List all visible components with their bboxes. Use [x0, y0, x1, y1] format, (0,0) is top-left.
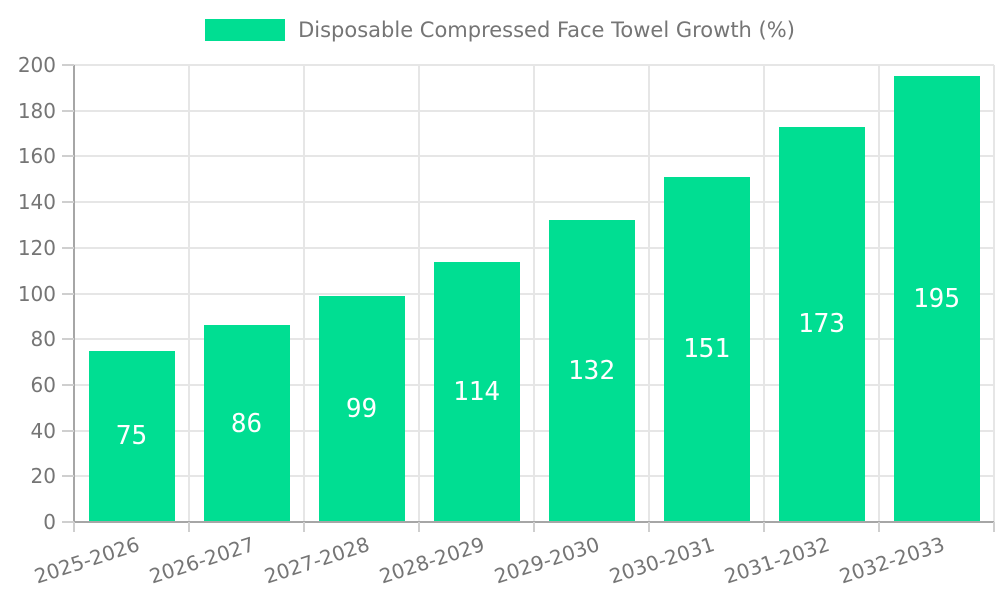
y-axis-tick-label: 40	[30, 418, 56, 443]
x-tick-mark	[73, 522, 75, 532]
y-tick-mark	[62, 201, 74, 204]
y-tick-mark	[62, 246, 74, 249]
chart-legend[interactable]: Disposable Compressed Face Towel Growth …	[0, 16, 1000, 44]
y-tick-mark	[62, 383, 74, 386]
x-gridline	[533, 65, 535, 522]
bar[interactable]	[778, 126, 865, 522]
legend-swatch-icon	[205, 19, 286, 41]
y-axis-tick-label: 120	[17, 235, 56, 260]
x-axis-tick-label: 2027-2028	[261, 532, 373, 589]
x-axis-tick-label: 2032-2033	[836, 532, 948, 589]
bar[interactable]	[88, 350, 175, 522]
y-tick-mark	[62, 64, 74, 66]
y-axis-tick-label: 80	[30, 327, 56, 352]
bar[interactable]	[433, 261, 520, 522]
x-tick-mark	[418, 522, 420, 532]
bar[interactable]	[203, 325, 290, 522]
y-tick-mark	[62, 338, 74, 341]
bar[interactable]	[548, 220, 635, 522]
y-axis-tick-label: 180	[17, 98, 56, 123]
y-tick-mark	[62, 109, 74, 112]
x-gridline	[303, 65, 305, 522]
y-tick-mark	[62, 475, 74, 478]
x-axis-tick-label: 2029-2030	[491, 532, 603, 589]
x-axis-tick-label: 2025-2026	[31, 532, 143, 589]
x-tick-mark	[533, 522, 535, 532]
x-axis-tick-label: 2030-2031	[606, 532, 718, 589]
y-axis-line	[73, 65, 75, 532]
x-tick-mark	[993, 522, 995, 532]
legend-label: Disposable Compressed Face Towel Growth …	[298, 18, 795, 42]
x-tick-mark	[188, 522, 190, 532]
x-gridline	[648, 65, 650, 522]
y-axis-tick-label: 20	[30, 464, 56, 489]
x-gridline	[878, 65, 880, 522]
x-axis-tick-label: 2031-2032	[721, 532, 833, 589]
y-axis-tick-label: 0	[43, 510, 56, 534]
x-gridline	[188, 65, 190, 522]
x-tick-mark	[303, 522, 305, 532]
y-tick-mark	[62, 292, 74, 295]
y-axis-tick-label: 160	[17, 144, 56, 169]
x-axis-tick-label: 2026-2027	[146, 532, 258, 589]
x-axis-line	[63, 521, 994, 523]
x-axis-tick-label: 2028-2029	[376, 532, 488, 589]
y-axis-tick-label: 100	[17, 281, 56, 306]
y-axis-tick-label: 60	[30, 372, 56, 397]
y-axis-tick-label: 140	[17, 190, 56, 215]
y-axis-tick-label: 200	[17, 53, 56, 77]
x-gridline	[418, 65, 420, 522]
bar[interactable]	[663, 176, 750, 522]
x-gridline	[763, 65, 765, 522]
x-tick-mark	[878, 522, 880, 532]
y-tick-mark	[62, 155, 74, 158]
y-tick-mark	[62, 429, 74, 432]
y-tick-mark	[62, 521, 74, 523]
bar[interactable]	[893, 76, 980, 522]
x-gridline	[993, 65, 995, 522]
bar[interactable]	[318, 295, 405, 522]
x-tick-mark	[763, 522, 765, 532]
x-tick-mark	[648, 522, 650, 532]
